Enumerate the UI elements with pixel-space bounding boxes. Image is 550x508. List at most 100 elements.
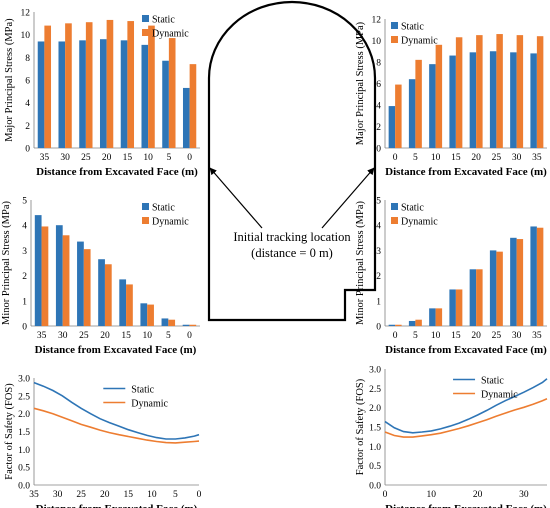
bar-static-0 [388,106,396,148]
bar-static-25 [77,241,84,326]
x-tick-label: 10 [143,153,153,163]
y-tick-label: 2 [22,272,27,282]
bar-static-0 [182,324,190,326]
bar-dynamic-30 [516,239,524,326]
major-stress-chart-right: 0 2 4 6 8 10 12 Major Principal Stress (MPa) Dis… [355,16,547,179]
x-tick-label: 25 [76,490,86,500]
bar-dynamic-5 [168,319,176,326]
x-tick-label: 30 [519,490,529,500]
legend-swatch-dynamic [142,217,149,224]
bar-dynamic-30 [516,35,524,148]
bar-static-30 [55,225,63,326]
bar-static-35 [530,226,537,326]
bar-static-30 [510,237,517,326]
y-tick-label: 1 [22,297,27,307]
y-tick-label: 4 [22,222,27,232]
y-tick-label: 5 [376,197,381,207]
x-tick-label: 35 [532,153,542,163]
x-tick-label: 0 [383,490,388,500]
bar-dynamic-5 [168,38,176,148]
bar-static-30 [510,52,517,149]
x-tick-label: 5 [167,153,172,163]
y-tick-label: 10 [372,37,382,47]
bar-dynamic-25 [496,251,503,326]
x-tick-label: 0 [197,490,202,500]
bar-static-15 [449,55,456,148]
y-tick-label: 2.0 [369,404,381,414]
y-tick-label: 0.5 [369,462,381,472]
y-tick-label: 0 [25,145,30,155]
y-tick-label: 8 [25,54,30,64]
y-tick-label: 3.0 [369,366,381,376]
legend-label-dynamic: Dynamic [152,29,189,40]
bar-dynamic-15 [127,21,135,148]
bar-static-10 [429,64,436,148]
bar-static-30 [58,41,66,148]
y-tick-label: 12 [21,9,31,19]
x-axis-label: Distance from Excavated Face (m) [36,166,198,178]
x-tick-label: 10 [147,490,157,500]
bar-dynamic-35 [41,226,49,326]
legend-label-dynamic: Dynamic [131,399,168,410]
bar-dynamic-10 [435,308,443,326]
y-tick-label: 0 [376,145,381,155]
tunnel-outline [207,0,377,322]
x-axis-label: Distance from Excavated Face (m) [36,503,198,508]
x-tick-label: 25 [79,331,89,341]
tunnel-diagram: Initial tracking location (distance = 0 … [207,0,377,322]
x-tick-label: 15 [123,153,133,163]
bar-static-35 [37,41,45,148]
y-tick-label: 2.0 [18,410,30,420]
x-tick-label: 10 [431,331,441,341]
legend-label-dynamic: Dynamic [481,390,518,401]
y-axis-label: Factor of Safety (FOS) [4,383,15,480]
y-tick-label: 6 [376,80,381,90]
legend-swatch-static [142,203,149,210]
x-tick-label: 15 [124,490,134,500]
x-tick-label: 5 [166,331,171,341]
line-dynamic [33,407,200,444]
bar-dynamic-35 [44,25,52,149]
bar-static-15 [119,279,127,326]
y-tick-label: 5 [22,197,27,207]
x-axis-label: Distance from Excavated Face (m) [35,344,197,356]
x-tick-label: 5 [413,153,418,163]
legend-label-static: Static [131,385,154,396]
legend-swatch-static [142,15,149,22]
bar-dynamic-15 [455,289,463,326]
bar-dynamic-30 [62,235,70,326]
bar-static-35 [34,215,42,326]
legend-label-dynamic: Dynamic [401,217,438,228]
y-tick-label: 2 [25,122,30,132]
legend-label-static: Static [401,203,424,214]
bar-static-25 [489,51,497,148]
bar-static-20 [469,269,477,326]
legend-swatch-static [391,203,398,210]
bar-static-5 [161,318,169,326]
bar-static-0 [182,87,190,148]
y-axis-label: Minor Principal Stress (MPa) [1,201,12,325]
x-tick-label: 20 [102,153,112,163]
bar-static-0 [388,324,396,326]
bar-dynamic-30 [65,23,72,148]
bar-static-5 [162,60,169,148]
x-axis-label: Distance from Excavated Face (m) [385,344,547,356]
y-tick-label: 6 [25,77,30,87]
bar-dynamic-15 [126,284,133,326]
bar-dynamic-5 [415,59,422,148]
bar-static-10 [429,308,436,326]
line-static [384,378,548,434]
x-tick-label: 15 [121,331,131,341]
y-tick-label: 10 [21,31,31,41]
arrow-right [321,167,375,229]
y-axis-label: Major Principal Stress (MPa) [4,18,15,142]
tunnel-label-line2: (distance = 0 m) [251,246,333,260]
x-tick-label: 25 [492,153,502,163]
bar-static-20 [469,52,477,149]
bar-static-35 [530,53,537,148]
y-tick-label: 2.5 [18,392,30,402]
bar-static-25 [79,40,86,149]
legend-label-dynamic: Dynamic [401,36,438,47]
x-tick-label: 30 [512,153,522,163]
